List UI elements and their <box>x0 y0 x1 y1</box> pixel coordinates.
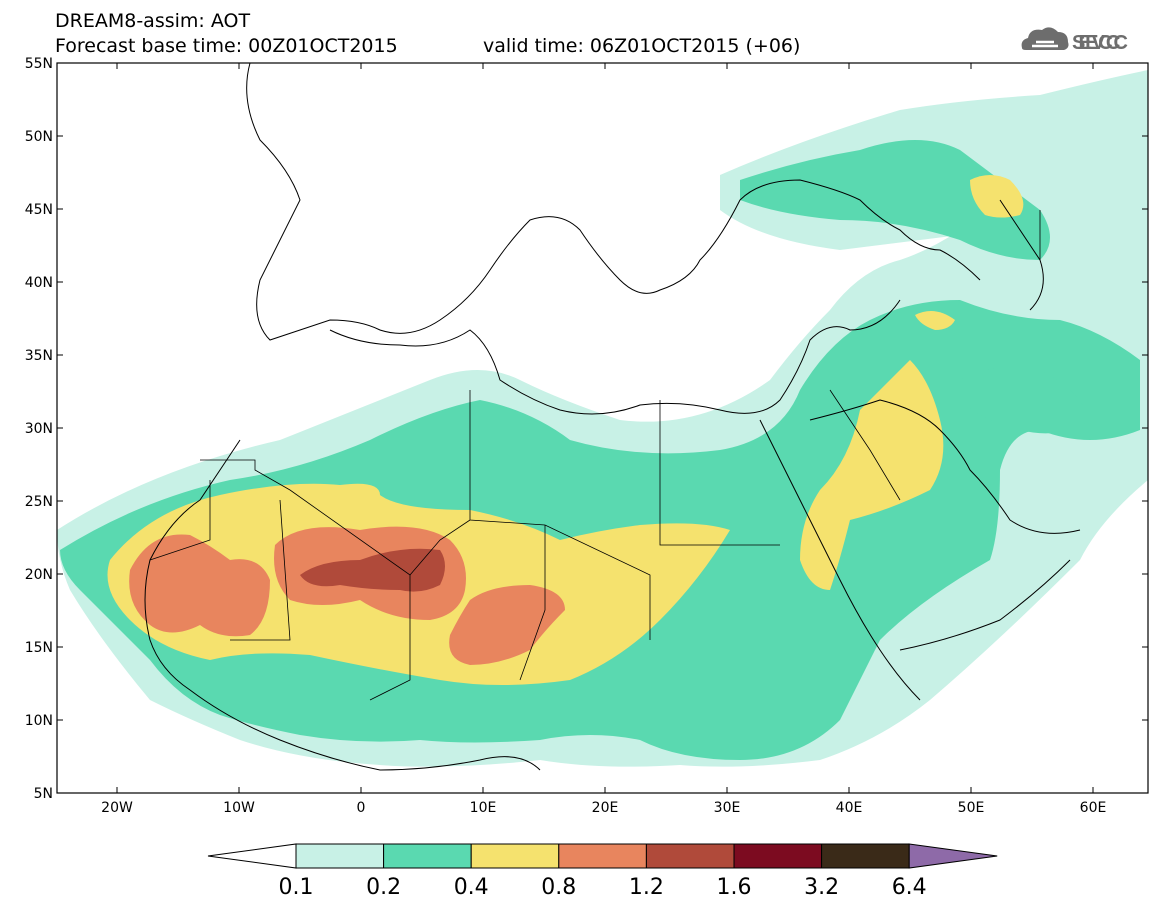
aot-colorbar: 0.1 0.2 0.4 0.8 1.2 1.6 3.2 6.4 <box>207 843 998 900</box>
lat-label: 40N <box>25 275 53 291</box>
lon-label: 30E <box>714 800 741 816</box>
lon-label: 10W <box>223 800 255 816</box>
lat-label: 10N <box>25 713 53 729</box>
aot-contour-0.4 <box>915 311 955 330</box>
aot-contour-0.2 <box>960 366 1090 434</box>
lat-label: 55N <box>25 56 53 72</box>
colorbar-label: 0.4 <box>454 875 489 900</box>
colorbar-label: 0.2 <box>366 875 401 900</box>
aot-contour-0.8 <box>129 534 270 637</box>
colorbar-label: 6.4 <box>892 875 927 900</box>
lon-label: 40E <box>836 800 863 816</box>
lat-label: 25N <box>25 494 53 510</box>
seevccc-logo: SEEVCCC <box>1018 22 1130 56</box>
colorbar-swatch <box>645 843 735 869</box>
lon-label: 20E <box>592 800 619 816</box>
colorbar-swatch <box>383 843 472 869</box>
lon-label: 60E <box>1080 800 1107 816</box>
lon-label: 20W <box>101 800 133 816</box>
colorbar-swatch <box>470 843 560 869</box>
lat-label: 35N <box>25 348 53 364</box>
colorbar-swatch <box>295 843 385 869</box>
aot-contour-0.4 <box>800 360 944 590</box>
colorbar-under-triangle <box>207 843 297 869</box>
aot-contour-0.8 <box>449 585 565 665</box>
lon-label: 10E <box>470 800 497 816</box>
lat-label: 15N <box>25 640 53 656</box>
lon-label: 50E <box>958 800 985 816</box>
forecast-base-time: Forecast base time: 00Z01OCT2015 <box>55 35 398 57</box>
coastlines <box>144 63 1081 771</box>
colorbar-label: 0.1 <box>279 875 314 900</box>
lat-label: 45N <box>25 202 53 218</box>
aot-contour-0.4 <box>970 175 1024 218</box>
longitude-axis: 20W 10W 0 10E 20E 30E 40E 50E 60E <box>101 63 1106 816</box>
lat-label: 30N <box>25 421 53 437</box>
valid-time: valid time: 06Z01OCT2015 (+06) <box>483 35 801 57</box>
map-title: DREAM8-assim: AOT <box>55 10 251 32</box>
aot-contour-1.2 <box>300 548 445 592</box>
country-borders <box>149 210 1041 701</box>
aot-shading <box>57 70 1148 767</box>
aot-contour-0.2 <box>740 140 1050 260</box>
svg-text:SEEVCCC: SEEVCCC <box>1072 32 1128 54</box>
lat-label: 50N <box>25 129 53 145</box>
lat-label: 20N <box>25 567 53 583</box>
colorbar-swatch <box>558 843 647 869</box>
colorbar-swatch <box>733 843 823 869</box>
lon-label: 0 <box>357 800 366 816</box>
lat-label: 5N <box>34 786 53 802</box>
colorbar-label: 0.8 <box>541 875 576 900</box>
colorbar-swatch <box>821 843 910 869</box>
cloud-icon: SEEVCCC <box>1021 27 1128 54</box>
colorbar-over-triangle <box>908 843 998 869</box>
latitude-axis: 55N 50N 45N 40N 35N 30N 25N 20N 15N 10N 5N <box>25 56 1148 802</box>
colorbar-label: 1.6 <box>717 875 752 900</box>
colorbar-label: 1.2 <box>629 875 664 900</box>
colorbar-label: 3.2 <box>804 875 839 900</box>
